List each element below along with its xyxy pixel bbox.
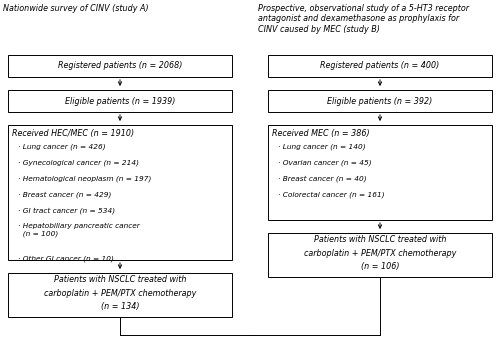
Text: Registered patients (n = 2068): Registered patients (n = 2068): [58, 61, 182, 70]
Text: Patients with NSCLC treated with: Patients with NSCLC treated with: [54, 276, 186, 284]
Bar: [8, 273, 232, 317]
Text: Patients with NSCLC treated with: Patients with NSCLC treated with: [314, 236, 446, 245]
Text: · Gynecological cancer (n = 214): · Gynecological cancer (n = 214): [18, 159, 139, 165]
Text: · Lung cancer (n = 426): · Lung cancer (n = 426): [18, 143, 106, 150]
Text: (n = 134): (n = 134): [101, 302, 139, 310]
Bar: [8, 55, 232, 77]
Text: Registered patients (n = 400): Registered patients (n = 400): [320, 61, 440, 70]
Text: · Breast cancer (n = 40): · Breast cancer (n = 40): [278, 175, 366, 182]
Bar: [8, 90, 232, 112]
Bar: [268, 233, 492, 277]
Text: · Lung cancer (n = 140): · Lung cancer (n = 140): [278, 143, 366, 150]
Text: Eligible patients (n = 1939): Eligible patients (n = 1939): [65, 96, 175, 105]
Text: Eligible patients (n = 392): Eligible patients (n = 392): [328, 96, 432, 105]
Bar: [268, 125, 492, 220]
Bar: [268, 55, 492, 77]
Text: Received HEC/MEC (n = 1910): Received HEC/MEC (n = 1910): [12, 129, 134, 138]
Text: · Ovarian cancer (n = 45): · Ovarian cancer (n = 45): [278, 159, 372, 165]
Text: · Colorectal cancer (n = 161): · Colorectal cancer (n = 161): [278, 191, 384, 197]
Text: · Hematological neoplasm (n = 197): · Hematological neoplasm (n = 197): [18, 175, 152, 182]
Text: · Other GI cancer (n = 10): · Other GI cancer (n = 10): [18, 255, 114, 262]
Text: · Breast cancer (n = 429): · Breast cancer (n = 429): [18, 191, 112, 197]
Text: (n = 106): (n = 106): [361, 262, 399, 271]
Bar: [8, 125, 232, 260]
Bar: [268, 90, 492, 112]
Text: Received MEC (n = 386): Received MEC (n = 386): [272, 129, 370, 138]
Text: carboplatin + PEM/PTX chemotherapy: carboplatin + PEM/PTX chemotherapy: [44, 288, 196, 298]
Text: · Hepatobiliary pancreatic cancer
  (n = 100): · Hepatobiliary pancreatic cancer (n = 1…: [18, 223, 140, 237]
Text: Prospective, observational study of a 5-HT3 receptor
antagonist and dexamethason: Prospective, observational study of a 5-…: [258, 4, 469, 34]
Text: Nationwide survey of CINV (study A): Nationwide survey of CINV (study A): [3, 4, 148, 13]
Text: carboplatin + PEM/PTX chemotherapy: carboplatin + PEM/PTX chemotherapy: [304, 248, 456, 257]
Text: · GI tract cancer (n = 534): · GI tract cancer (n = 534): [18, 207, 115, 214]
